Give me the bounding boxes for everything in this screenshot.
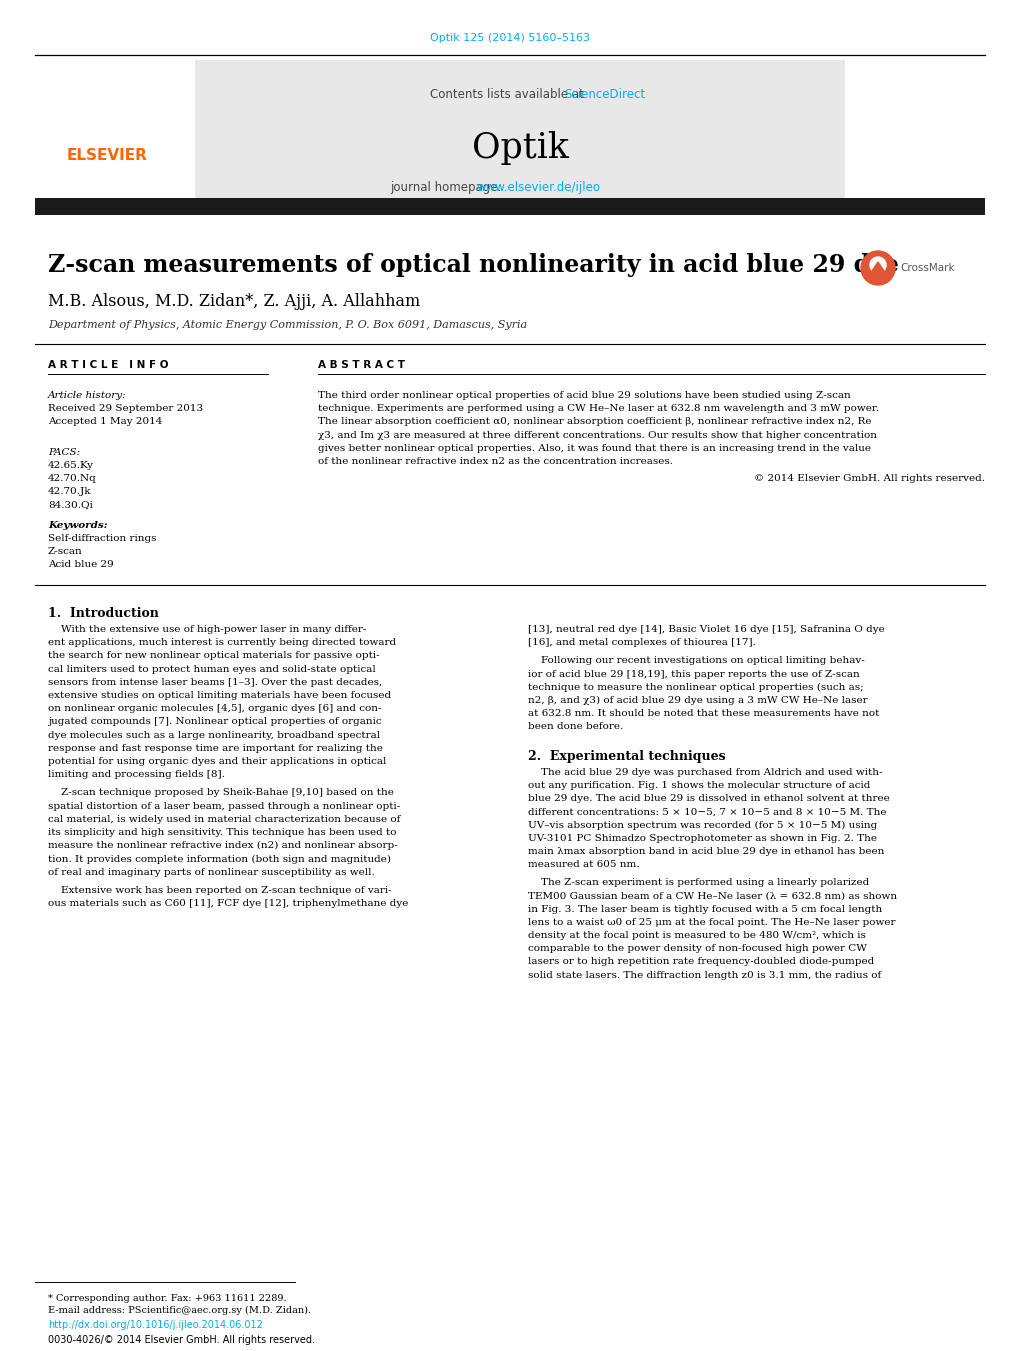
Text: measured at 605 nm.: measured at 605 nm. [528,861,639,869]
Text: Accepted 1 May 2014: Accepted 1 May 2014 [48,417,162,426]
Text: 42.65.Ky: 42.65.Ky [48,461,94,470]
Text: 42.70.Jk: 42.70.Jk [48,486,92,496]
Polygon shape [869,262,886,274]
Text: dye molecules such as a large nonlinearity, broadband spectral: dye molecules such as a large nonlineari… [48,731,380,739]
Text: 1.  Introduction: 1. Introduction [48,607,159,620]
Text: Extensive work has been reported on Z-scan technique of vari-: Extensive work has been reported on Z-sc… [48,886,391,894]
Text: of the nonlinear refractive index n2 as the concentration increases.: of the nonlinear refractive index n2 as … [318,457,673,466]
Circle shape [860,251,894,285]
Text: The third order nonlinear optical properties of acid blue 29 solutions have been: The third order nonlinear optical proper… [318,390,850,400]
Text: main λmax absorption band in acid blue 29 dye in ethanol has been: main λmax absorption band in acid blue 2… [528,847,883,855]
Text: Article history:: Article history: [48,390,126,400]
Text: different concentrations: 5 × 10−5, 7 × 10−5 and 8 × 10−5 M. The: different concentrations: 5 × 10−5, 7 × … [528,807,886,816]
Text: its simplicity and high sensitivity. This technique has been used to: its simplicity and high sensitivity. Thi… [48,828,396,838]
Text: Z-scan technique proposed by Sheik-Bahae [9,10] based on the: Z-scan technique proposed by Sheik-Bahae… [48,789,393,797]
Text: lasers or to high repetition rate frequency-doubled diode-pumped: lasers or to high repetition rate freque… [528,958,873,966]
Text: response and fast response time are important for realizing the: response and fast response time are impo… [48,744,382,753]
Text: UV-3101 PC Shimadzo Spectrophotometer as shown in Fig. 2. The: UV-3101 PC Shimadzo Spectrophotometer as… [528,834,876,843]
Text: lens to a waist ω0 of 25 μm at the focal point. The He–Ne laser power: lens to a waist ω0 of 25 μm at the focal… [528,917,895,927]
Text: A R T I C L E   I N F O: A R T I C L E I N F O [48,359,168,370]
Text: out any purification. Fig. 1 shows the molecular structure of acid: out any purification. Fig. 1 shows the m… [528,781,869,790]
Text: extensive studies on optical limiting materials have been focused: extensive studies on optical limiting ma… [48,690,390,700]
Text: 84.30.Qi: 84.30.Qi [48,500,93,509]
Circle shape [869,257,886,273]
Text: ent applications, much interest is currently being directed toward: ent applications, much interest is curre… [48,638,395,647]
Text: potential for using organic dyes and their applications in optical: potential for using organic dyes and the… [48,757,386,766]
Text: density at the focal point is measured to be 480 W/cm², which is: density at the focal point is measured t… [528,931,865,940]
Text: measure the nonlinear refractive index (n2) and nonlinear absorp-: measure the nonlinear refractive index (… [48,842,397,850]
Text: technique. Experiments are performed using a CW He–Ne laser at 632.8 nm waveleng: technique. Experiments are performed usi… [318,404,878,413]
Text: tion. It provides complete information (both sign and magnitude): tion. It provides complete information (… [48,854,390,863]
Text: Optik: Optik [471,131,568,165]
Text: χ3, and Im χ3 are measured at three different concentrations. Our results show t: χ3, and Im χ3 are measured at three diff… [318,431,876,439]
Text: PACS:: PACS: [48,449,81,457]
Text: blue 29 dye. The acid blue 29 is dissolved in ethanol solvent at three: blue 29 dye. The acid blue 29 is dissolv… [528,794,889,802]
Text: gives better nonlinear optical properties. Also, it was found that there is an i: gives better nonlinear optical propertie… [318,443,870,453]
Text: Z-scan: Z-scan [48,547,83,557]
Text: Keywords:: Keywords: [48,521,108,530]
Text: solid state lasers. The diffraction length z0 is 3.1 mm, the radius of: solid state lasers. The diffraction leng… [528,970,880,979]
Text: n2, β, and χ3) of acid blue 29 dye using a 3 mW CW He–Ne laser: n2, β, and χ3) of acid blue 29 dye using… [528,696,867,705]
Bar [35,199,984,215]
Text: cal limiters used to protect human eyes and solid-state optical: cal limiters used to protect human eyes … [48,665,375,674]
Text: www.elsevier.de/ijleo: www.elsevier.de/ijleo [476,181,600,195]
Text: Self-diffraction rings: Self-diffraction rings [48,534,156,543]
Text: been done before.: been done before. [528,723,623,731]
Text: With the extensive use of high-power laser in many differ-: With the extensive use of high-power las… [48,626,366,634]
Text: sensors from intense laser beams [1–3]. Over the past decades,: sensors from intense laser beams [1–3]. … [48,678,382,686]
Text: 42.70.Nq: 42.70.Nq [48,474,97,484]
Text: limiting and processing fields [8].: limiting and processing fields [8]. [48,770,224,780]
Text: The acid blue 29 dye was purchased from Aldrich and used with-: The acid blue 29 dye was purchased from … [528,767,881,777]
Text: Following our recent investigations on optical limiting behav-: Following our recent investigations on o… [528,657,864,666]
Text: at 632.8 nm. It should be noted that these measurements have not: at 632.8 nm. It should be noted that the… [528,709,878,719]
Text: Received 29 September 2013: Received 29 September 2013 [48,404,203,413]
Text: journal homepage:: journal homepage: [389,181,504,195]
Text: cal material, is widely used in material characterization because of: cal material, is widely used in material… [48,815,400,824]
Text: jugated compounds [7]. Nonlinear optical properties of organic: jugated compounds [7]. Nonlinear optical… [48,717,381,727]
Text: ous materials such as C60 [11], FCF dye [12], triphenylmethane dye: ous materials such as C60 [11], FCF dye … [48,898,408,908]
Text: Contents lists available at: Contents lists available at [430,89,587,101]
Text: ELSEVIER: ELSEVIER [66,147,148,162]
Text: [16], and metal complexes of thiourea [17].: [16], and metal complexes of thiourea [1… [528,638,755,647]
Text: Optik 125 (2014) 5160–5163: Optik 125 (2014) 5160–5163 [430,32,589,43]
Text: technique to measure the nonlinear optical properties (such as;: technique to measure the nonlinear optic… [528,682,863,692]
Text: Department of Physics, Atomic Energy Commission, P. O. Box 6091, Damascus, Syria: Department of Physics, Atomic Energy Com… [48,320,527,330]
Text: A B S T R A C T: A B S T R A C T [318,359,405,370]
Text: * Corresponding author. Fax: +963 11611 2289.: * Corresponding author. Fax: +963 11611 … [48,1294,286,1302]
Text: on nonlinear organic molecules [4,5], organic dyes [6] and con-: on nonlinear organic molecules [4,5], or… [48,704,381,713]
Text: spatial distortion of a laser beam, passed through a nonlinear opti-: spatial distortion of a laser beam, pass… [48,801,399,811]
Text: the search for new nonlinear optical materials for passive opti-: the search for new nonlinear optical mat… [48,651,379,661]
Text: of real and imaginary parts of nonlinear susceptibility as well.: of real and imaginary parts of nonlinear… [48,867,374,877]
Text: http://dx.doi.org/10.1016/j.ijleo.2014.06.012: http://dx.doi.org/10.1016/j.ijleo.2014.0… [48,1320,263,1329]
Text: The linear absorption coefficient α0, nonlinear absorption coefficient β, nonlin: The linear absorption coefficient α0, no… [318,417,870,427]
Text: TEM00 Gaussian beam of a CW He–Ne laser (λ = 632.8 nm) as shown: TEM00 Gaussian beam of a CW He–Ne laser … [528,892,897,900]
Text: The Z-scan experiment is performed using a linearly polarized: The Z-scan experiment is performed using… [528,878,868,888]
Text: ior of acid blue 29 [18,19], this paper reports the use of Z-scan: ior of acid blue 29 [18,19], this paper … [528,670,859,678]
Text: CrossMark: CrossMark [899,263,954,273]
Text: Z-scan measurements of optical nonlinearity in acid blue 29 dye: Z-scan measurements of optical nonlinear… [48,253,898,277]
Text: in Fig. 3. The laser beam is tightly focused with a 5 cm focal length: in Fig. 3. The laser beam is tightly foc… [528,905,881,913]
Text: ScienceDirect: ScienceDirect [564,89,645,101]
Text: M.B. Alsous, M.D. Zidan*, Z. Ajji, A. Allahham: M.B. Alsous, M.D. Zidan*, Z. Ajji, A. Al… [48,293,420,311]
Text: UV–vis absorption spectrum was recorded (for 5 × 10−5 M) using: UV–vis absorption spectrum was recorded … [528,820,876,830]
Text: 2.  Experimental techniques: 2. Experimental techniques [528,750,725,762]
Text: Acid blue 29: Acid blue 29 [48,561,114,569]
Bar [195,59,844,200]
Text: 0030-4026/© 2014 Elsevier GmbH. All rights reserved.: 0030-4026/© 2014 Elsevier GmbH. All righ… [48,1335,315,1346]
Text: E-mail address: PScientific@aec.org.sy (M.D. Zidan).: E-mail address: PScientific@aec.org.sy (… [48,1306,311,1315]
Text: comparable to the power density of non-focused high power CW: comparable to the power density of non-f… [528,944,866,954]
Text: [13], neutral red dye [14], Basic Violet 16 dye [15], Safranina O dye: [13], neutral red dye [14], Basic Violet… [528,626,883,634]
Text: © 2014 Elsevier GmbH. All rights reserved.: © 2014 Elsevier GmbH. All rights reserve… [753,474,984,484]
